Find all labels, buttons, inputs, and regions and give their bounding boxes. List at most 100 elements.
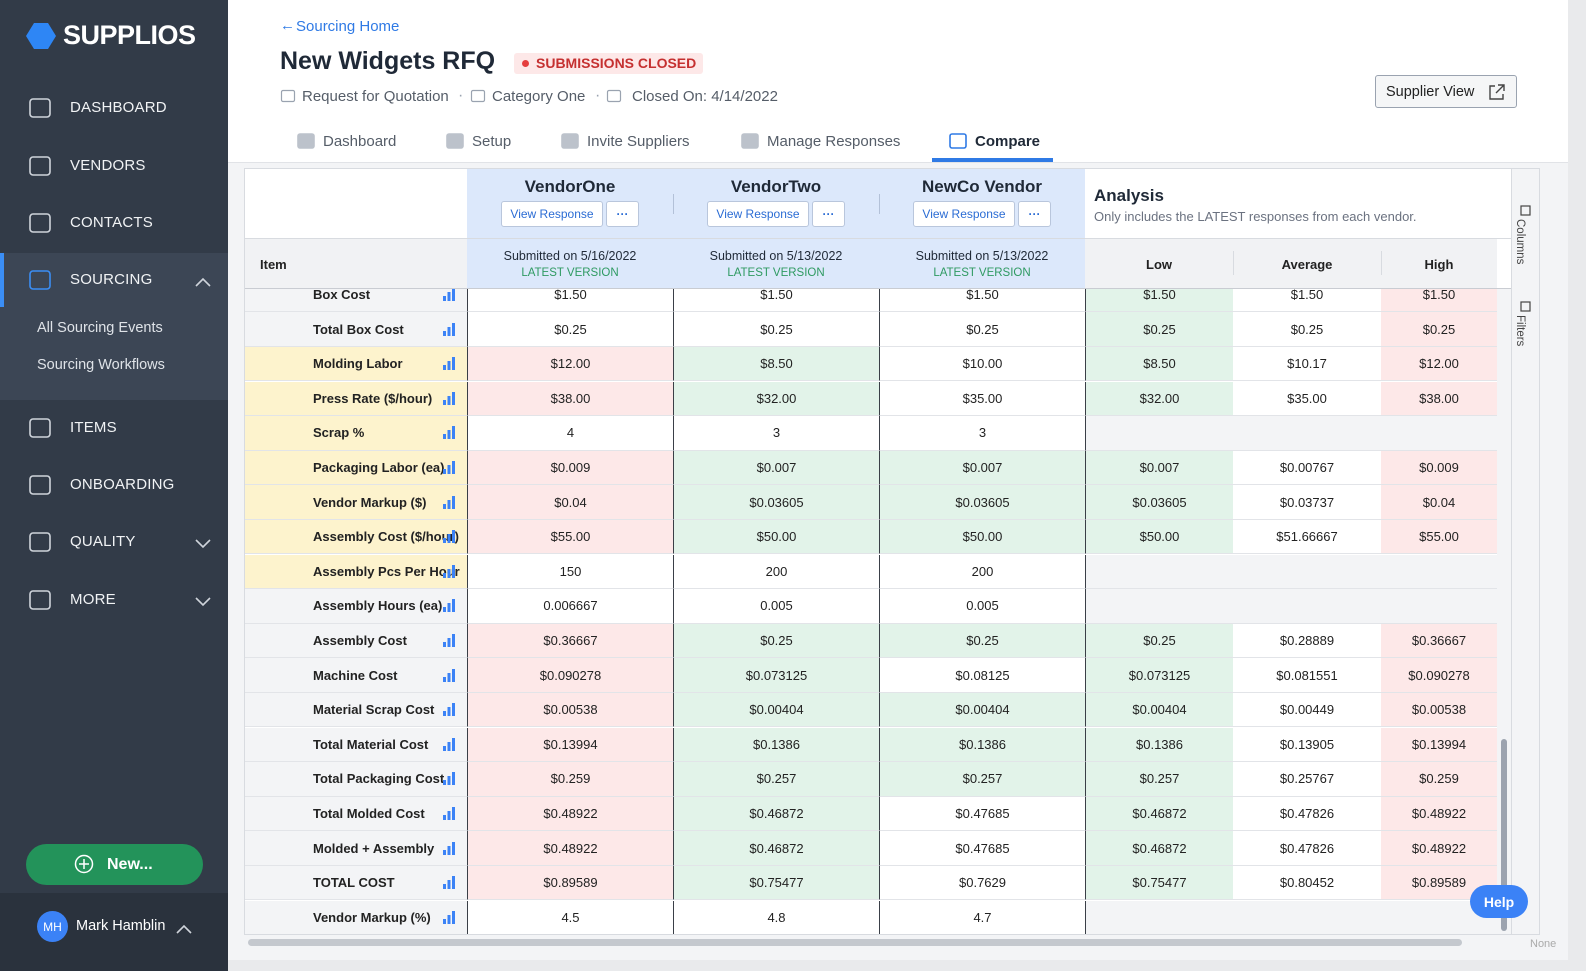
analysis-cell: $0.46872 [1085, 831, 1233, 866]
value-cell: $0.1386 [673, 727, 879, 763]
submitted-date: Submitted on 5/13/2022 [915, 249, 1049, 263]
item-cell: Assembly Hours (ea) [245, 589, 467, 624]
value-cell: $0.009 [467, 450, 673, 486]
analysis-cell: $0.009 [1381, 450, 1497, 486]
view-response-button[interactable]: View Response [913, 201, 1015, 227]
analysis-cell [1085, 900, 1233, 934]
active-indicator [0, 253, 4, 307]
more-button[interactable]: ··· [606, 201, 639, 227]
chart-icon [443, 876, 455, 892]
supplier-view-button[interactable]: Supplier View [1375, 75, 1517, 108]
nav-item[interactable]: SOURCING [70, 271, 153, 288]
value-cell: $0.00538 [467, 692, 673, 728]
nav-item[interactable]: VENDORS [70, 157, 146, 174]
value-cell: $0.259 [467, 762, 673, 797]
analysis-cell [1233, 554, 1381, 590]
table: Item VendorOne View Response ··· Submitted o… [244, 168, 1512, 935]
value-cell: $0.08125 [879, 658, 1085, 693]
tab[interactable]: Compare [975, 133, 1041, 150]
tab[interactable]: Manage Responses [767, 133, 901, 150]
item-name: Assembly Cost ($/hour) [313, 529, 459, 545]
v-scroll-track [1497, 289, 1511, 934]
analysis-column-header: Average [1281, 257, 1333, 272]
item-name: Assembly Pcs Per Hour [313, 563, 460, 579]
value-cell: $0.25 [467, 312, 673, 347]
user-name[interactable]: Mark Hamblin [76, 918, 166, 934]
view-response-button[interactable]: View Response [707, 201, 809, 227]
new-button[interactable]: New... [26, 844, 203, 885]
nav-item[interactable]: MORE [70, 591, 116, 608]
value-cell: $0.25 [673, 623, 879, 659]
analysis-cell: $0.00538 [1381, 692, 1497, 728]
value-cell: $50.00 [879, 519, 1085, 555]
external-icon [1488, 83, 1506, 106]
value-cell: $0.00404 [879, 692, 1085, 728]
nav-item[interactable]: ONBOARDING [70, 476, 175, 493]
analysis-cell: $1.50 [1381, 289, 1497, 313]
analysis-cell: $0.25 [1085, 623, 1233, 659]
sub-nav-item[interactable]: All Sourcing Events [37, 320, 163, 336]
tab[interactable]: Invite Suppliers [587, 133, 690, 150]
value-cell: $8.50 [673, 346, 879, 382]
value-cell: 0.006667 [467, 589, 673, 624]
value-cell: $0.007 [673, 450, 879, 486]
value-cell: $0.48922 [467, 831, 673, 866]
item-name: Scrap % [313, 425, 365, 441]
item-name: Machine Cost [313, 667, 398, 683]
value-cell: $0.1386 [879, 727, 1085, 763]
nav-item[interactable]: DASHBOARD [70, 99, 167, 116]
analysis-cell: $0.13994 [1381, 727, 1497, 763]
analysis-cell: $0.090278 [1381, 658, 1497, 693]
value-cell: 4.5 [467, 900, 673, 934]
item-cell: Vendor Markup ($) [245, 485, 467, 520]
value-cell: 150 [467, 554, 673, 590]
analysis-header-bg [1085, 239, 1497, 289]
value-cell: $1.50 [467, 289, 673, 313]
view-response-button[interactable]: View Response [501, 201, 603, 227]
analysis-cell: $0.00767 [1233, 450, 1381, 486]
tab[interactable]: Dashboard [323, 133, 397, 150]
analysis-cell: $1.50 [1233, 289, 1381, 313]
v-scroll-thumb[interactable] [1501, 739, 1507, 931]
nav-item[interactable]: ITEMS [70, 419, 117, 436]
status-badge: SUBMISSIONS CLOSED [514, 53, 704, 74]
vendor-name: NewCo Vendor [922, 177, 1042, 196]
chart-icon [443, 357, 455, 373]
side-tab[interactable]: Columns [1514, 219, 1526, 265]
nav-item[interactable]: CONTACTS [70, 214, 153, 231]
version-label: LATEST VERSION [521, 267, 619, 279]
item-name: Total Box Cost [313, 321, 404, 337]
analysis-cell: $0.007 [1085, 450, 1233, 486]
item-cell: Press Rate ($/hour) [245, 381, 467, 417]
sourcing-section [0, 253, 228, 400]
value-cell: $0.47685 [879, 796, 1085, 832]
analysis-cell: $0.04 [1381, 485, 1497, 520]
h-scroll-thumb[interactable] [248, 939, 1462, 946]
help-button[interactable]: Help [1470, 885, 1528, 918]
avatar: MH [37, 911, 68, 942]
nav-item[interactable]: QUALITY [70, 533, 136, 550]
value-cell: 200 [673, 554, 879, 590]
side-tab-icon [1520, 203, 1531, 221]
sidebar: SUPPLIOS DASHBOARD VENDORS CONTACTS SOURCIN… [0, 0, 228, 971]
item-cell: Total Box Cost [245, 312, 467, 347]
chart-icon [443, 668, 455, 685]
item-cell: Packaging Labor (ea) [245, 450, 467, 486]
version-label: LATEST VERSION [727, 267, 825, 279]
item-cell: Material Scrap Cost [245, 692, 467, 728]
meta-text: Category One [492, 88, 586, 105]
nav-icon [28, 154, 54, 183]
nav-icon [28, 211, 54, 240]
item-cell: Total Material Cost [245, 727, 467, 763]
sub-nav-item[interactable]: Sourcing Workflows [37, 357, 165, 373]
analysis-cell [1233, 589, 1381, 624]
back-arrow[interactable]: ← [280, 17, 295, 34]
tab[interactable]: Setup [472, 133, 512, 150]
meta-icon [470, 88, 486, 109]
analysis-cell: $0.46872 [1085, 796, 1233, 832]
back-link[interactable]: Sourcing Home [296, 18, 400, 35]
more-button[interactable]: ··· [1018, 201, 1051, 227]
more-button[interactable]: ··· [812, 201, 845, 227]
item-name: Press Rate ($/hour) [313, 390, 433, 406]
side-tab[interactable]: Filters [1514, 315, 1526, 347]
